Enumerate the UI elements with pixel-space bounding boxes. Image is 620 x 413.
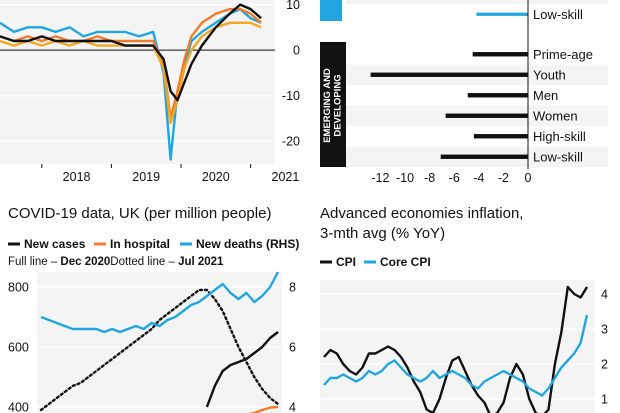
tr-category-label: Youth xyxy=(533,67,566,82)
legend-item-in-hospital: In hospital xyxy=(94,237,170,251)
legend-item-new-deaths: New deaths (RHS) xyxy=(180,237,299,251)
legend-item-core-cpi: Core CPI xyxy=(364,255,431,269)
tr-x-tick-labels: -12 -10 -8 -6 -4 -2 0 xyxy=(371,171,531,185)
tr-x-tick-label: -12 xyxy=(371,171,389,185)
legend-label-new-deaths: New deaths (RHS) xyxy=(196,237,299,251)
tl-y-tick-label: -10 xyxy=(282,89,300,103)
tr-row-backgrounds xyxy=(320,0,608,167)
tl-x-tick-label: 2020 xyxy=(202,170,230,184)
inflation-chart: Advanced economies inflation, 3-mth avg … xyxy=(320,205,608,413)
tl-y-tick-label: -20 xyxy=(282,135,300,149)
tr-group-label-line: DEVELOPING xyxy=(333,74,344,136)
tr-bar xyxy=(440,154,528,159)
tr-x-tick-label: 0 xyxy=(525,171,532,185)
covid-y-left-tick-label: 600 xyxy=(8,341,29,355)
tl-gridlines xyxy=(0,3,275,142)
tl-plot-background xyxy=(0,0,275,164)
tr-category-label: Low-skill xyxy=(533,149,583,164)
tl-series-group xyxy=(0,3,262,161)
tr-bar xyxy=(473,134,528,139)
tr-x-tick-label: -8 xyxy=(424,171,435,185)
tr-bars-group xyxy=(370,0,529,169)
tl-x-tick-label: 2019 xyxy=(132,170,160,184)
legend-label-new-cases: New cases xyxy=(24,237,86,251)
top-left-line-chart: 10 0 -10 -20 2018 2019 2020 2021 xyxy=(0,0,300,184)
covid-y-right-tick-label: 6 xyxy=(289,341,296,355)
tr-category-labels: Low-skill Prime-age Youth Men Women High-skil… xyxy=(533,7,593,165)
inflation-gridlines xyxy=(320,293,595,400)
covid-y-left-tick-label: 400 xyxy=(8,401,29,413)
covid-series-group xyxy=(39,271,280,413)
legend-label-in-hospital: In hospital xyxy=(110,237,170,251)
inflation-series-group xyxy=(323,285,589,413)
note-full-value: Dec 2020 xyxy=(60,256,110,268)
inflation-chart-title-line2: 3-mth avg (% YoY) xyxy=(320,225,445,242)
tl-x-tick-labels: 2018 2019 2020 2021 xyxy=(41,164,300,184)
legend-item-cpi: CPI xyxy=(320,255,356,269)
covid-gridlines xyxy=(37,286,282,408)
inflation-series-line-1 xyxy=(323,314,589,397)
note-dotted-prefix: Dotted line – xyxy=(110,256,178,268)
legend-label-cpi: CPI xyxy=(336,255,356,269)
tr-bar xyxy=(370,72,528,77)
tr-group-band xyxy=(320,42,346,167)
tr-x-tick-label: -6 xyxy=(449,171,460,185)
covid-y-left-tick-label: 800 xyxy=(8,281,29,295)
tl-y-tick-label: 10 xyxy=(286,0,300,12)
inflation-y-tick-label: 1 xyxy=(601,393,608,407)
covid-series-line-0 xyxy=(39,288,280,412)
inflation-legend: CPI Core CPI xyxy=(320,255,431,269)
tl-x-tick-label: 2021 xyxy=(272,170,300,184)
legend-label-core-cpi: Core CPI xyxy=(380,255,431,269)
tr-bar xyxy=(476,12,528,16)
tr-row-background xyxy=(346,0,608,4)
tr-category-label: Low-skill xyxy=(533,7,583,22)
covid-legend: New cases In hospital New deaths (RHS) xyxy=(8,237,299,251)
tr-group-swatch-blue xyxy=(320,0,342,21)
tr-category-label: Prime-age xyxy=(533,47,593,62)
tl-series-line-1 xyxy=(0,7,262,120)
tr-x-tick-label: -4 xyxy=(473,171,484,185)
tr-x-tick-label: -2 xyxy=(498,171,509,185)
inflation-y-tick-labels: 4 3 2 1 xyxy=(601,288,608,407)
tr-group-label: EMERGING ANDDEVELOPING xyxy=(322,68,343,143)
tl-y-tick-label: 0 xyxy=(293,44,300,58)
inflation-y-tick-label: 3 xyxy=(601,323,608,337)
tl-y-tick-labels: 10 0 -10 -20 xyxy=(282,0,300,149)
tr-bar xyxy=(467,93,528,98)
inflation-chart-title-line1: Advanced economies inflation, xyxy=(320,205,523,222)
inflation-plot-background xyxy=(320,280,595,413)
tl-x-tick-label: 2018 xyxy=(63,170,91,184)
inflation-y-tick-label: 4 xyxy=(601,288,608,302)
tr-category-label: Men xyxy=(533,88,558,103)
tl-series-line-0 xyxy=(0,7,262,161)
covid-series-line-3 xyxy=(40,271,280,334)
legend-item-new-cases: New cases xyxy=(8,237,86,251)
tr-x-tick-label: -10 xyxy=(396,171,414,185)
covid-y-right-tick-label: 4 xyxy=(289,401,296,413)
inflation-series-line-0 xyxy=(323,285,589,413)
tl-series-line-3 xyxy=(0,3,262,102)
covid-chart-title: COVID-19 data, UK (per million people) xyxy=(8,205,271,222)
covid-line-style-note: Full line – Dec 2020Dotted line – Jul 20… xyxy=(8,256,224,268)
tr-group-label-line: EMERGING AND xyxy=(322,68,333,143)
covid-y-right-tick-label: 8 xyxy=(289,281,296,295)
inflation-y-tick-label: 2 xyxy=(601,358,608,372)
tr-group-label-text: EMERGING ANDDEVELOPING xyxy=(322,68,343,143)
tr-category-label: Women xyxy=(533,108,578,123)
tr-category-label: High-skill xyxy=(533,129,586,144)
tr-bar xyxy=(472,52,528,57)
top-right-bar-chart: EMERGING ANDDEVELOPING Low-skill Prime-ag… xyxy=(320,0,608,185)
note-full-prefix: Full line – xyxy=(8,256,60,268)
covid-y-tick-labels: 800 600 400 8 6 4 xyxy=(8,281,296,413)
covid-series-line-1 xyxy=(205,331,279,408)
note-dotted-value: Jul 2021 xyxy=(178,256,224,268)
tr-bar xyxy=(445,113,528,118)
covid-series-line-2 xyxy=(247,405,279,413)
covid-chart: COVID-19 data, UK (per million people) N… xyxy=(8,205,299,413)
